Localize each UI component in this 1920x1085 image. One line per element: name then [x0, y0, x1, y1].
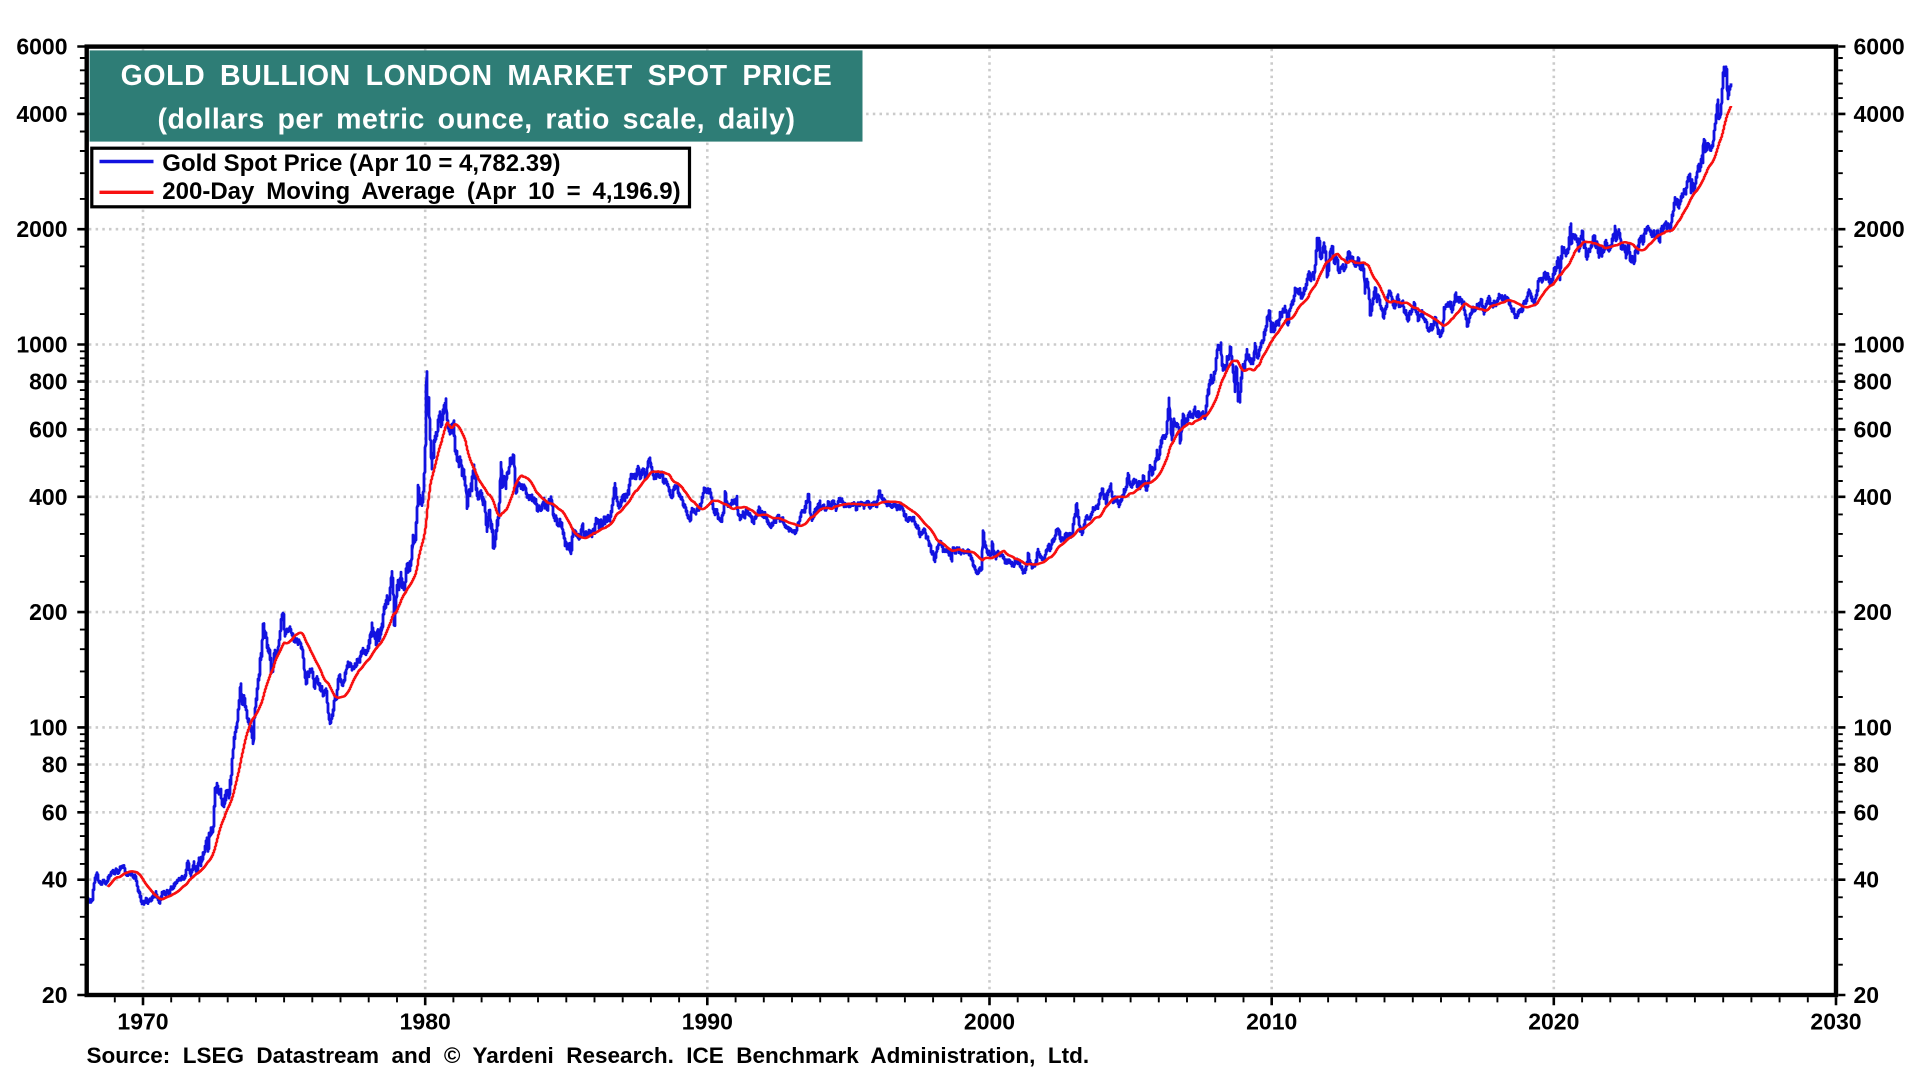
svg-text:60: 60 [42, 799, 68, 825]
svg-text:400: 400 [1854, 484, 1892, 510]
svg-text:800: 800 [1854, 369, 1892, 395]
svg-text:6000: 6000 [16, 34, 67, 60]
svg-text:100: 100 [29, 714, 67, 740]
svg-text:1990: 1990 [682, 1009, 733, 1035]
svg-text:60: 60 [1854, 799, 1880, 825]
svg-text:600: 600 [29, 416, 67, 442]
svg-text:2030: 2030 [1810, 1009, 1861, 1035]
svg-text:2000: 2000 [1854, 216, 1905, 242]
svg-text:(dollars per metric ounce, rat: (dollars per metric ounce, ratio scale, … [157, 103, 795, 135]
svg-text:200-Day Moving Average (Apr 10: 200-Day Moving Average (Apr 10 = 4,196.9… [162, 178, 680, 205]
svg-text:80: 80 [42, 752, 68, 778]
svg-text:2010: 2010 [1246, 1009, 1297, 1035]
svg-text:2020: 2020 [1528, 1009, 1579, 1035]
svg-text:1970: 1970 [117, 1009, 168, 1035]
svg-text:40: 40 [1854, 867, 1880, 893]
svg-text:200: 200 [29, 599, 67, 625]
svg-text:6000: 6000 [1854, 34, 1905, 60]
svg-text:40: 40 [42, 867, 68, 893]
svg-text:2000: 2000 [964, 1009, 1015, 1035]
svg-text:1000: 1000 [1854, 332, 1905, 358]
svg-text:2000: 2000 [16, 216, 67, 242]
svg-text:600: 600 [1854, 416, 1892, 442]
svg-text:100: 100 [1854, 714, 1892, 740]
svg-text:Source: LSEG Datastream and ©: Source: LSEG Datastream and © Yardeni Re… [87, 1043, 1090, 1068]
svg-text:GOLD BULLION LONDON MARKET SPO: GOLD BULLION LONDON MARKET SPOT PRICE [121, 60, 833, 92]
svg-text:20: 20 [1854, 982, 1880, 1008]
svg-text:4000: 4000 [16, 101, 67, 127]
svg-text:20: 20 [42, 982, 68, 1008]
svg-text:1000: 1000 [16, 332, 67, 358]
svg-text:Gold Spot Price (Apr 10 = 4,78: Gold Spot Price (Apr 10 = 4,782.39) [162, 150, 560, 177]
svg-text:800: 800 [29, 369, 67, 395]
svg-text:400: 400 [29, 484, 67, 510]
svg-text:80: 80 [1854, 752, 1880, 778]
svg-text:1980: 1980 [400, 1009, 451, 1035]
svg-text:4000: 4000 [1854, 101, 1905, 127]
svg-text:200: 200 [1854, 599, 1892, 625]
